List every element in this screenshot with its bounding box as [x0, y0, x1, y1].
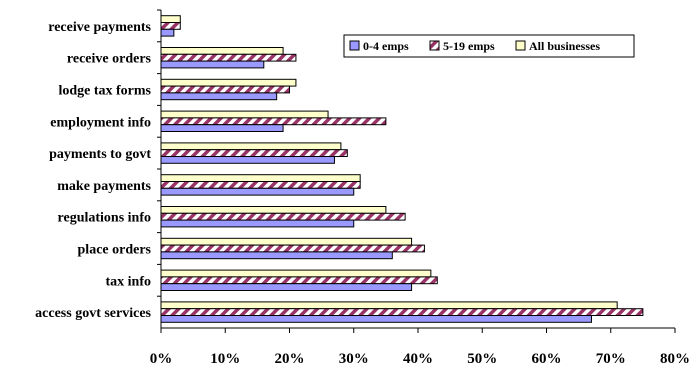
bar-0-4-emps	[160, 28, 175, 37]
bar-5-19-emps	[160, 53, 297, 62]
bar-all-businesses	[160, 237, 413, 246]
bar-5-19-emps	[160, 117, 387, 126]
x-tick-label: 70%	[596, 351, 626, 367]
bar-0-4-emps	[160, 315, 592, 323]
category-label: make payments	[57, 179, 151, 194]
bars	[160, 15, 644, 323]
bar-0-4-emps	[160, 251, 393, 260]
category-label: receive orders	[67, 52, 152, 67]
x-tick-label: 0%	[150, 351, 173, 367]
bar-0-4-emps	[160, 187, 355, 196]
x-tick-labels: 0% 10% 20% 30% 40% 50% 60% 70% 80%	[150, 351, 690, 367]
category-label: receive payments	[48, 20, 151, 35]
bar-0-4-emps	[160, 92, 278, 101]
bar-all-businesses	[160, 206, 387, 214]
bar-5-19-emps	[160, 85, 290, 94]
x-tick-label: 80%	[660, 351, 690, 367]
bar-all-businesses	[160, 47, 284, 55]
bar-all-businesses	[160, 142, 342, 151]
category-labels: receive payments receive orders lodge tax …	[35, 20, 151, 321]
category-label: employment info	[50, 115, 151, 130]
category-label: access govt services	[35, 306, 151, 321]
bar-5-19-emps	[160, 181, 361, 189]
legend: 0-4 emps 5-19 emps All businesses	[343, 34, 635, 58]
category-label: payments to govt	[49, 147, 151, 162]
bar-5-19-emps	[160, 22, 181, 30]
legend-swatch	[429, 40, 440, 51]
bar-all-businesses	[160, 110, 329, 119]
bar-all-businesses	[160, 78, 297, 87]
legend-swatch	[515, 40, 526, 51]
bar-0-4-emps	[160, 60, 265, 69]
legend-label: 5-19 emps	[443, 39, 495, 53]
bar-all-businesses	[160, 301, 618, 310]
x-tick-label: 40%	[403, 351, 433, 367]
bar-all-businesses	[160, 269, 432, 278]
bar-all-businesses	[160, 174, 361, 182]
category-label: place orders	[78, 243, 152, 258]
bar-0-4-emps	[160, 283, 413, 292]
category-label: tax info	[106, 274, 152, 289]
bar-all-businesses	[160, 15, 181, 23]
axes	[157, 9, 676, 333]
category-label: lodge tax forms	[58, 84, 151, 99]
x-tick-label: 60%	[532, 351, 562, 367]
x-tick-label: 30%	[339, 351, 369, 367]
bar-0-4-emps	[160, 124, 284, 132]
x-tick-label: 20%	[275, 351, 305, 367]
bar-0-4-emps	[160, 156, 335, 164]
x-tick-label: 10%	[210, 351, 240, 367]
legend-swatch	[349, 40, 360, 51]
bar-5-19-emps	[160, 244, 425, 253]
x-tick-label: 50%	[467, 351, 497, 367]
bar-5-19-emps	[160, 212, 406, 221]
bar-5-19-emps	[160, 276, 438, 285]
bar-0-4-emps	[160, 219, 355, 228]
category-label: regulations info	[58, 211, 151, 226]
legend-box	[343, 34, 635, 58]
bar-5-19-emps	[160, 308, 644, 317]
legend-label: All businesses	[529, 39, 600, 53]
legend-label: 0-4 emps	[363, 39, 409, 53]
bar-5-19-emps	[160, 149, 348, 157]
